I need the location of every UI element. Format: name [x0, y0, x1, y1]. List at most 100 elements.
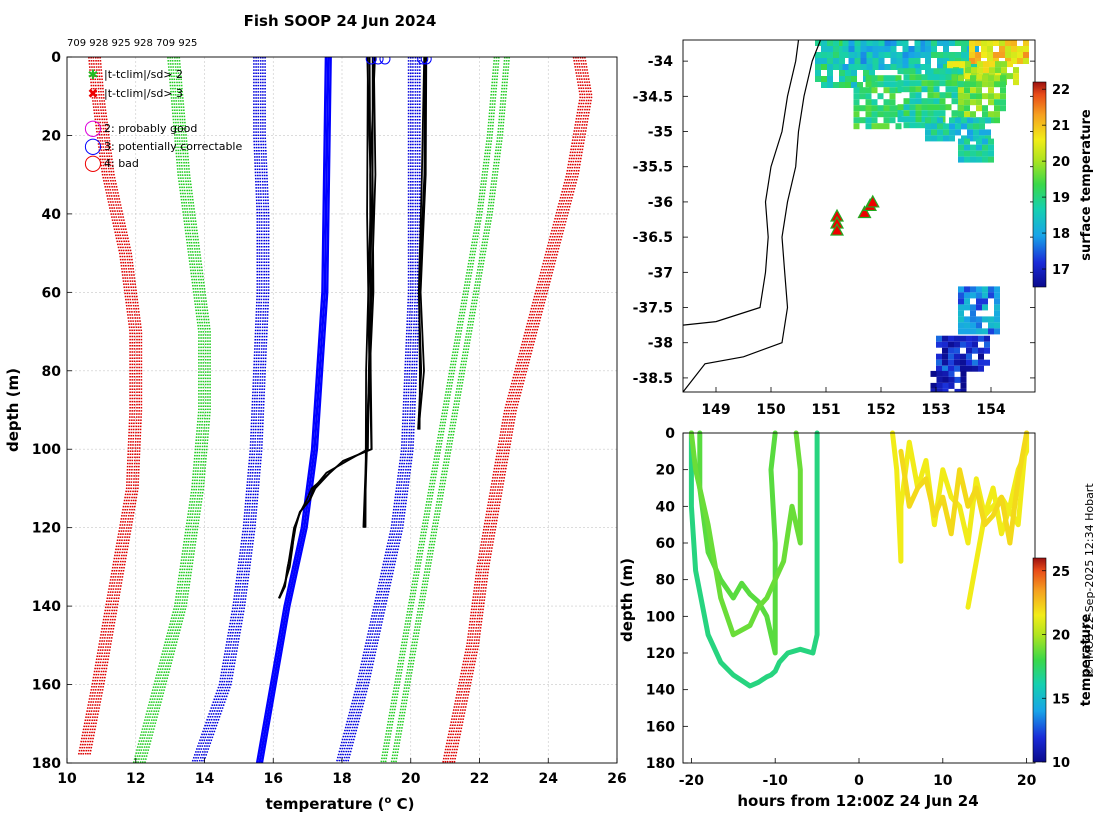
sst-cell: [903, 98, 910, 105]
sst-cell: [958, 298, 964, 305]
sst-cell: [969, 40, 975, 46]
sst-cell: [982, 156, 988, 163]
sst-cell: [815, 70, 821, 76]
depth-tick-label: 80: [656, 573, 676, 589]
sst-cell: [903, 80, 910, 87]
sst-map: 149 150 151 152 153 154 -34-34.5-35-35.5-36-3…: [633, 39, 1094, 418]
sst-cell: [995, 61, 1001, 68]
sst-cell: [865, 75, 872, 82]
sst-cell: [999, 46, 1005, 52]
sst-cell: [921, 98, 928, 105]
sst-cell: [839, 46, 845, 52]
depth-time-track: [697, 430, 778, 656]
sst-cell: [989, 61, 995, 68]
sst-cell: [970, 81, 976, 88]
sst-cell: [984, 335, 990, 342]
sst-cell: [866, 64, 873, 70]
sst-cell: [948, 365, 954, 372]
sst-cell: [927, 74, 934, 81]
sst-cell: [871, 99, 878, 106]
sst-cell: [927, 98, 934, 105]
sst-cell: [954, 365, 960, 372]
sst-cell: [925, 40, 931, 46]
sst-cell: [857, 52, 863, 58]
sst-cell: [961, 40, 967, 46]
sst-cell: [821, 82, 827, 88]
sst-cell: [976, 304, 982, 311]
sst-cell: [921, 122, 928, 129]
legend-symbol: ✖: [88, 87, 99, 102]
sst-cell: [921, 80, 928, 87]
depth-tick-label: 40: [656, 499, 676, 515]
sst-cell: [833, 82, 839, 88]
sst-cell: [943, 58, 949, 64]
sst-cell: [933, 74, 940, 81]
sst-cell: [960, 388, 967, 392]
y-axis-label: depth (m): [4, 368, 22, 452]
sst-cell: [897, 104, 904, 111]
sst-cell: [964, 150, 970, 157]
sst-cell: [872, 40, 879, 46]
climatology-envelope-line: [390, 57, 506, 763]
sst-cell: [984, 341, 990, 348]
climatology-envelope-line: [198, 57, 266, 763]
sst-cell: [984, 347, 990, 354]
y-tick-label: 40: [42, 207, 62, 223]
sst-cell: [883, 111, 890, 118]
sst-cell: [982, 328, 988, 335]
sst-cell: [957, 68, 964, 75]
sst-cell: [903, 68, 910, 75]
climatology-envelope-line: [344, 57, 419, 763]
sst-colorbar-label: surface temperature: [1079, 109, 1094, 261]
sst-cell: [973, 117, 979, 124]
sst-cell: [925, 58, 931, 64]
sst-cell: [883, 75, 890, 82]
sst-cell: [976, 156, 982, 163]
sst-cell: [884, 40, 891, 46]
sst-cell: [981, 40, 987, 46]
sst-cell: [860, 52, 867, 58]
y-tick-label: 20: [42, 128, 62, 144]
sst-cell: [954, 376, 961, 383]
sst-cell: [897, 68, 904, 75]
sst-cell: [857, 82, 863, 88]
sst-colorbar-tick-label: 17: [1052, 263, 1070, 278]
sst-cell: [933, 110, 940, 117]
sst-cell: [821, 64, 827, 70]
time-tick-label: -20: [679, 773, 705, 789]
sst-cell: [973, 64, 979, 70]
climatology-envelope-line: [80, 57, 134, 756]
y-tick-label: 0: [51, 50, 61, 66]
sst-cell: [954, 335, 960, 342]
sst-cell: [909, 80, 916, 87]
sst-cell: [936, 376, 943, 383]
x-label-main: temperature (: [266, 795, 385, 813]
sst-cell: [815, 76, 821, 82]
profile-start-marker: [417, 57, 429, 65]
sst-cell: [970, 310, 976, 317]
sst-cell: [1023, 58, 1029, 64]
sst-cell: [958, 316, 964, 323]
climatology-envelope-line: [384, 57, 500, 763]
sst-cell: [925, 52, 931, 58]
sst-cell: [949, 135, 955, 142]
sst-cell: [915, 80, 922, 87]
temperature-colorbar-tick-label: 20: [1052, 629, 1070, 644]
sst-cell: [884, 46, 891, 52]
sst-cell: [827, 46, 833, 52]
coastline-line: [683, 40, 800, 326]
sst-cell: [930, 382, 937, 389]
sst-cell: [975, 52, 981, 58]
sst-cell: [871, 87, 878, 94]
sst-cell: [942, 382, 949, 389]
sst-cell: [994, 304, 1000, 311]
sst-cell: [970, 144, 976, 151]
sst-cell: [1001, 61, 1007, 68]
sst-cell: [973, 46, 979, 52]
station-marker: [865, 194, 880, 208]
climatology-envelope-line: [135, 57, 202, 763]
sst-cell: [871, 111, 878, 118]
sst-cell: [994, 292, 1000, 299]
sst-cell: [972, 335, 978, 342]
climatology-envelope-line: [453, 57, 593, 763]
